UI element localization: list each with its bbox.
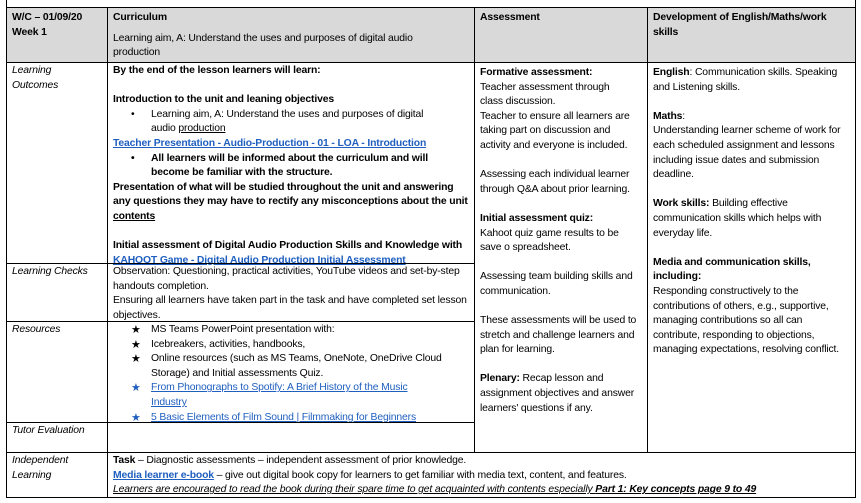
maths-text: Understanding learner scheme of work for… (653, 125, 841, 181)
ebook-text: – give out digital book copy for learner… (213, 469, 627, 481)
resources-label: Resources (12, 324, 61, 335)
week-date: W/C – 01/09/20 (12, 12, 83, 23)
informed-text: All learners will be informed about the … (151, 152, 428, 179)
quiz-title: Initial assessment quiz: (480, 212, 594, 224)
encourage-text: Learners are encouraged to read the book… (113, 484, 596, 496)
star-icon: ★ (131, 353, 141, 366)
maths-heading: Maths: (653, 110, 850, 125)
star-icon: ★ (131, 411, 141, 424)
assessment-stretch: These assessments will be used to stretc… (480, 315, 637, 356)
week-number: Week 1 (12, 26, 47, 38)
resource-item: ★ From Phonographs to Spotify: A Brief Hi… (113, 381, 469, 410)
row-label-independent-learning: Independent Learning (6, 452, 108, 498)
kahoot-link[interactable]: KAHOOT Game - Digital Audio Production I… (113, 254, 406, 266)
media-text: Responding constructively to the contrib… (653, 285, 840, 356)
learning-checks-cell: Observation: Questioning, practical acti… (107, 263, 475, 322)
resource-item: ★ 5 Basic Elements of Film Sound | Filmma… (113, 411, 469, 426)
resource-item: ★ Icebreakers, activities, handbooks, (113, 338, 469, 353)
assessment-team: Assessing team building skills and commu… (480, 271, 633, 297)
phonographs-link[interactable]: From Phonographs to Spotify: A Brief His… (151, 382, 408, 408)
row-label-resources: Resources (6, 321, 108, 423)
teacher-presentation-link[interactable]: Teacher Presentation - Audio-Production … (113, 137, 427, 149)
row-label-learning-checks: Learning Checks (6, 263, 108, 322)
star-icon: ★ (131, 382, 141, 395)
curriculum-aim: Learning aim, A: Understand the uses and… (113, 32, 413, 59)
informed-bullet: • All learners will be informed about the… (131, 152, 428, 179)
resource-text: Online resources (such as MS Teams, OneN… (151, 353, 442, 379)
aim-bullet: • Learning aim, A: Understand the uses an… (131, 108, 424, 135)
task-text: – Diagnostic assessments – independent a… (135, 455, 467, 466)
assessment-title: Assessment (480, 12, 540, 23)
resource-item: ★ MS Teams PowerPoint presentation with: (113, 323, 469, 338)
development-title: Development of English/Maths/work skills (653, 12, 827, 38)
presentation-text-main: Presentation of what will be studied thr… (113, 181, 468, 208)
film-sound-link[interactable]: 5 Basic Elements of Film Sound | Filmmak… (151, 411, 416, 423)
assessment-cell: Formative assessment: Teacher assessment… (474, 62, 648, 453)
outcomes-intro: By the end of the lesson learners will l… (113, 65, 321, 76)
tutor-evaluation-label: Tutor Evaluation (12, 425, 85, 436)
ebook-link[interactable]: Media learner e-book (113, 469, 214, 481)
aim-text: Learning aim, A: Understand the uses and… (151, 108, 424, 135)
resources-cell: ★ MS Teams PowerPoint presentation with: … (107, 321, 475, 426)
media-label: Media and communication skills, includin… (653, 256, 811, 283)
task-line: Task – Diagnostic assessments – independ… (113, 454, 850, 469)
learning-outcomes-cell: By the end of the lesson learners will l… (107, 62, 475, 266)
plenary-text: Recap lesson and assignment objectives a… (480, 373, 635, 414)
outcomes-heading: Introduction to the unit and leaning obj… (113, 94, 334, 106)
initial-assessment-text: Initial assessment of Digital Audio Prod… (113, 239, 469, 268)
row-label-learning-outcomes: Learning Outcomes (6, 62, 108, 264)
english-text: : Communication skills. Speaking and Lis… (653, 67, 838, 93)
contents-text: contents (113, 210, 156, 222)
task-label: Task (113, 455, 136, 466)
formative-title: Formative assessment: (480, 67, 593, 78)
presentation-text: Presentation of what will be studied thr… (113, 181, 469, 225)
tutor-evaluation-cell[interactable] (107, 422, 475, 453)
curriculum-header: Curriculum Learning aim, A: Understand t… (107, 7, 475, 63)
aim-production: production (178, 123, 226, 135)
learning-outcomes-label: Learning Outcomes (12, 65, 59, 91)
plenary: Plenary: Recap lesson and assignment obj… (480, 372, 642, 416)
resource-text: MS Teams PowerPoint presentation with: (151, 324, 335, 335)
assessment-individual: Assessing each individual learner throug… (480, 169, 630, 195)
week-cell: W/C – 01/09/20 Week 1 (6, 7, 108, 63)
star-icon: ★ (131, 338, 141, 351)
independent-learning-cell: Task – Diagnostic assessments – independ… (107, 452, 856, 498)
resource-text: Icebreakers, activities, handbooks, (151, 338, 306, 350)
learning-checks-label: Learning Checks (12, 266, 88, 277)
english-label: English (653, 67, 690, 78)
key-concepts-text: Part 1: Key concepts page 9 to 49 (595, 484, 757, 496)
maths-colon: : (682, 110, 686, 122)
maths-label: Maths (653, 110, 683, 122)
checks-observation: Observation: Questioning, practical acti… (113, 266, 460, 292)
resource-item: ★ Online resources (such as MS Teams, One… (113, 352, 469, 381)
english-skills: English: Communication skills. Speaking … (653, 66, 850, 95)
checks-ensuring: Ensuring all learners have taken part in… (113, 295, 467, 321)
formative-1: Teacher assessment through class discuss… (480, 81, 610, 108)
ebook-line: Media learner e-book – give out digital … (113, 469, 850, 484)
star-icon: ★ (131, 324, 141, 336)
development-cell: English: Communication skills. Speaking … (647, 62, 856, 453)
initial-text: Initial assessment of Digital Audio Prod… (113, 240, 463, 252)
quiz-text: Kahoot quiz game results to be save o sp… (480, 227, 619, 254)
independent-learning-label: Independent Learning (12, 455, 69, 481)
work-text: Building effective communication skills … (653, 198, 822, 239)
row-label-tutor-evaluation: Tutor Evaluation (6, 422, 108, 453)
encourage-line: Learners are encouraged to read the book… (113, 483, 850, 498)
work-skills: Work skills: Building effective communic… (653, 197, 850, 241)
assessment-header: Assessment (474, 7, 648, 63)
development-header: Development of English/Maths/work skills (647, 7, 856, 63)
work-label: Work skills: (653, 198, 710, 210)
plenary-title: Plenary: (480, 373, 520, 385)
formative-2: Teacher to ensure all learners are takin… (480, 110, 630, 151)
curriculum-title: Curriculum (113, 12, 167, 23)
